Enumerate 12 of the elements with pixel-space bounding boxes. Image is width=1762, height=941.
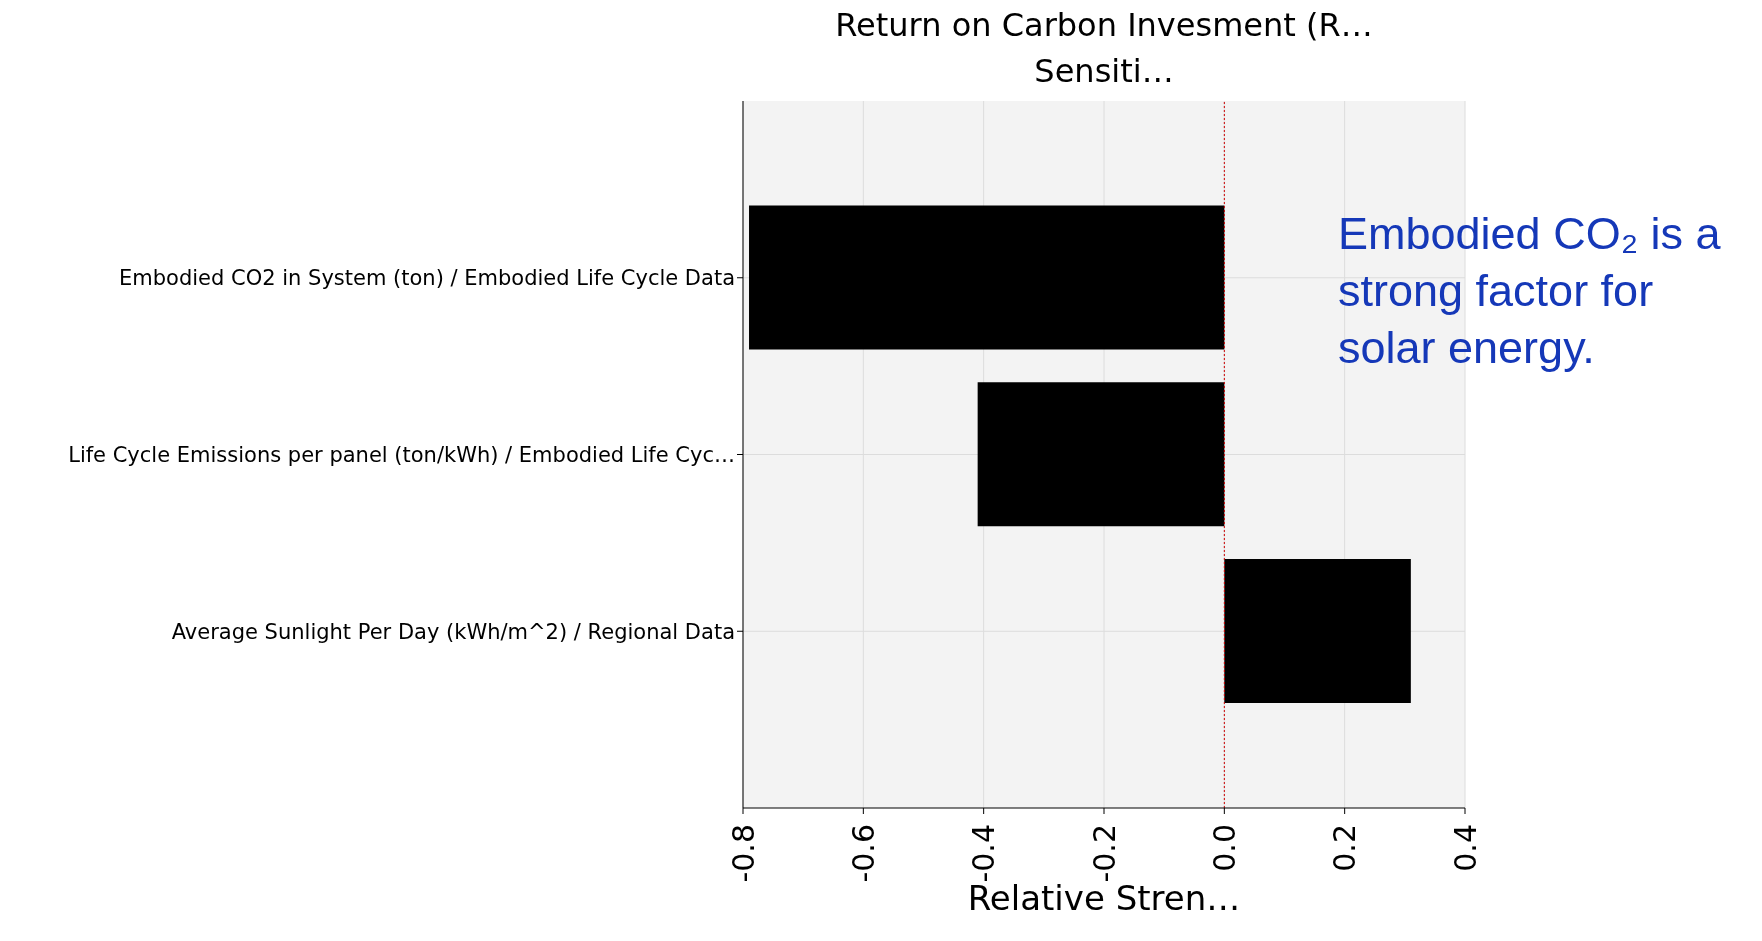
x-tick-label: 0.2 (1327, 824, 1363, 872)
chart-title: Return on Carbon Invesment (R… Sensiti… (834, 5, 1374, 92)
x-tick-label: -0.6 (845, 824, 881, 883)
y-tick-label: Average Sunlight Per Day (kWh/m^2) / Regional Data (171, 619, 735, 644)
x-tick-label: -0.8 (725, 824, 761, 883)
x-tick-label: 0.0 (1206, 824, 1242, 872)
x-tick-label: 0.4 (1447, 824, 1483, 872)
y-tick-label: Embodied CO2 in System (ton) / Embodied Life Cycle Data (119, 266, 735, 291)
x-tick-label: -0.4 (966, 824, 1002, 883)
x-tick-label: -0.2 (1086, 824, 1122, 883)
y-tick-label: Life Cycle Emissions per panel (ton/kWh) / Embodied Life Cyc… (68, 442, 735, 467)
annotation: Embodied CO₂ is a strong factor for solar energy. (1338, 207, 1721, 375)
